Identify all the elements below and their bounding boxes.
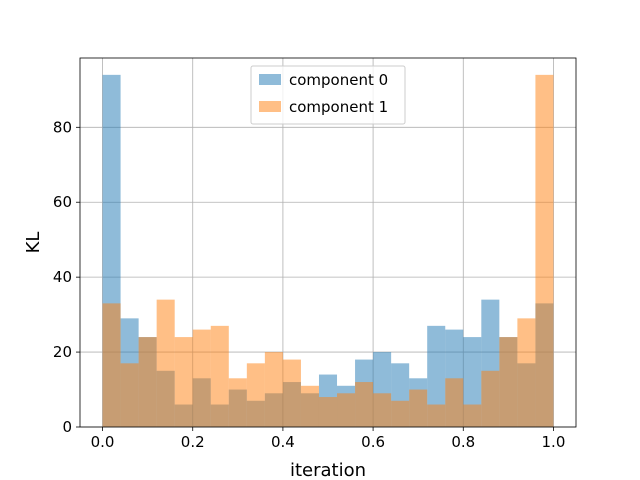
axis-ticks: 0.0 0.2 0.4 0.6 0.8 1.0 0 20 40 60 80 [53, 118, 565, 451]
x-tick-label: 0.4 [271, 433, 295, 451]
bar-series-1 [210, 325, 229, 427]
y-tick-label: 20 [53, 343, 72, 361]
bar-series-1 [228, 378, 247, 427]
bar-series-1 [102, 303, 121, 427]
bar-series-1 [337, 393, 356, 427]
y-tick-label: 80 [53, 118, 72, 136]
bar-series-1 [517, 318, 536, 427]
x-tick-label: 0.2 [181, 433, 205, 451]
plot-frame [79, 57, 577, 428]
bar-series-1 [445, 378, 464, 427]
bars [102, 74, 554, 428]
x-tick-label: 0.0 [91, 433, 115, 451]
legend-label: component 0 [289, 71, 388, 89]
bar-series-1 [481, 370, 500, 427]
bar-series-1 [282, 359, 301, 427]
bar-series-1 [246, 363, 265, 427]
y-tick-label: 40 [53, 268, 72, 286]
x-tick-label: 1.0 [542, 433, 566, 451]
bar-series-1 [373, 393, 392, 427]
bar-series-1 [174, 337, 193, 427]
bar-series-1 [391, 400, 410, 427]
bar-series-1 [318, 397, 338, 427]
bar-series-1 [535, 74, 554, 428]
bar-series-1 [355, 382, 374, 427]
legend-swatch [259, 101, 281, 112]
legend: component 0 component 1 [250, 65, 406, 125]
legend-label: component 1 [289, 98, 388, 116]
bar-series-1 [264, 352, 283, 427]
x-tick-label: 0.6 [361, 433, 385, 451]
bar-series-1 [499, 337, 518, 427]
x-tick-label: 0.8 [451, 433, 475, 451]
legend-swatch [259, 74, 281, 85]
bar-series-1 [427, 404, 446, 427]
bar-series-1 [463, 404, 482, 427]
x-axis-label: iteration [290, 460, 366, 480]
y-tick-label: 0 [62, 418, 72, 436]
bar-series-1 [409, 389, 428, 427]
y-axis-label: KL [23, 232, 44, 254]
bar-series-0 [463, 337, 482, 427]
bar-series-1 [300, 385, 319, 427]
y-tick-label: 60 [53, 193, 72, 211]
bar-series-1 [138, 337, 157, 427]
bar-series-1 [156, 299, 175, 427]
bar-series-1 [120, 363, 139, 427]
bar-series-1 [192, 329, 211, 427]
legend-box [250, 65, 406, 125]
bar-series-0 [427, 325, 446, 427]
